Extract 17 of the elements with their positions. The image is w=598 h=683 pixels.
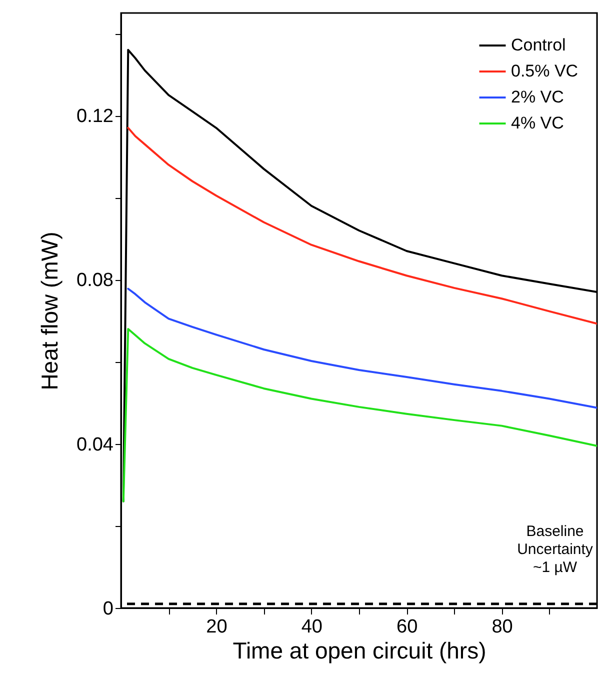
legend-label: 0.5% VC: [511, 62, 578, 80]
y-tick-label: 0: [102, 598, 114, 620]
x-tick-label: 40: [301, 616, 322, 638]
ref-line-label: Baseline Uncertainty ~1 µW: [517, 522, 594, 576]
y-tick-label: 0.08: [76, 270, 114, 292]
line-series: [127, 288, 597, 409]
x-tick-label: 20: [206, 616, 228, 638]
x-tick-label: 80: [492, 616, 513, 638]
legend-label: 4% VC: [511, 114, 564, 132]
y-tick-label: 0.04: [76, 434, 114, 456]
legend-label: 2% VC: [511, 88, 564, 106]
x-tick-label: 60: [396, 616, 418, 638]
legend-label: Control: [511, 36, 566, 54]
y-axis-title: Heat flow (mW): [36, 232, 63, 390]
line-series: [122, 328, 597, 502]
x-axis-title: Time at open circuit (hrs): [232, 638, 486, 664]
y-tick-label: 0.12: [76, 106, 114, 128]
